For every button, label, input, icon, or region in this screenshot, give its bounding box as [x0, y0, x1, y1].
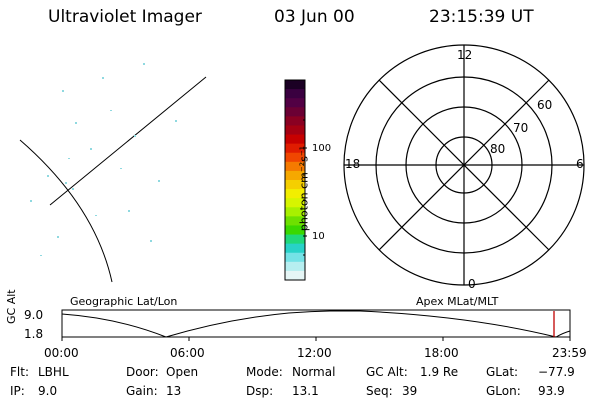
- lat-label-80: 80: [490, 142, 506, 156]
- glon-label: GLon:: [486, 384, 521, 398]
- colorbar-segment: [285, 207, 305, 217]
- geo-arc-line: [19, 139, 113, 283]
- glon-value: 93.9: [538, 384, 565, 398]
- gain-value: 13: [166, 384, 182, 398]
- polar-diagonal-2: [378, 79, 550, 251]
- geo-diagonal-line: [49, 76, 207, 206]
- colorbar-tick-10: 10: [312, 231, 325, 242]
- timeline-xtick-1800: 18:00: [424, 346, 459, 360]
- time-label: 23:15:39 UT: [429, 7, 534, 27]
- glat-label: GLat:: [486, 365, 519, 379]
- colorbar-segment: [285, 161, 305, 172]
- colorbar-segment: [285, 225, 305, 236]
- timeline-right-title: Apex MLat/MLT: [416, 295, 499, 308]
- timeline-xtick-0000: 00:00: [44, 346, 79, 360]
- gain-label: Gain:: [126, 384, 158, 398]
- timeline-xtick-2359: 23:59: [552, 346, 587, 360]
- seq-label: Seq:: [366, 384, 393, 398]
- dsp-value: 13.1: [292, 384, 319, 398]
- colorbar-segment: [285, 116, 305, 127]
- mlt-label-0: 0: [468, 277, 476, 291]
- mlt-label-12: 12: [457, 48, 473, 62]
- polar-plot: [343, 44, 585, 286]
- gc-alt-value: 1.9 Re: [420, 365, 459, 379]
- geographic-image-panel: [19, 76, 207, 283]
- colorbar-segment: [285, 252, 305, 263]
- timeline-ytick-high: 9.0: [24, 308, 44, 322]
- dsp-label: Dsp:: [246, 384, 274, 398]
- ip-label: IP:: [10, 384, 25, 398]
- timeline-ytick-low: 1.8: [24, 327, 44, 341]
- colorbar-segment: [285, 98, 305, 108]
- colorbar-frame: [284, 79, 306, 281]
- colorbar-segment: [285, 170, 305, 181]
- colorbar-segment: [285, 180, 305, 190]
- timeline-xtick-1200: 12:00: [297, 346, 332, 360]
- mode-label: Mode:: [246, 365, 283, 379]
- colorbar-unit-label: photon cm⁻²s⁻¹: [297, 145, 311, 232]
- seq-value: 39: [402, 384, 418, 398]
- lat-label-60: 60: [537, 98, 553, 112]
- colorbar-segment: [285, 270, 305, 281]
- colorbar-segment: [285, 234, 305, 245]
- timeline-plot: [61, 309, 571, 341]
- colorbar-segment: [285, 80, 305, 90]
- colorbar-segment: [285, 107, 305, 117]
- filter-value: LBHL: [38, 365, 69, 379]
- colorbar-segment: [285, 189, 305, 199]
- gc-alt-label: GC Alt:: [366, 365, 408, 379]
- colorbar-segment: [285, 143, 305, 154]
- colorbar-segment: [285, 134, 305, 145]
- colorbar-segment: [285, 152, 305, 163]
- date-label: 03 Jun 00: [274, 7, 355, 27]
- timeline-axis-label: GC Alt: [5, 289, 18, 324]
- timeline-frame: [61, 309, 571, 338]
- timeline-xtick-0600: 06:00: [170, 346, 205, 360]
- colorbar-segment: [285, 198, 305, 208]
- mlt-label-6: 6: [576, 157, 584, 171]
- mlt-label-18: 18: [345, 157, 361, 171]
- colorbar-segment: [285, 216, 305, 227]
- colorbar-segment: [285, 89, 305, 99]
- door-label: Door:: [126, 365, 159, 379]
- colorbar-segment: [285, 261, 305, 272]
- colorbar-segment: [285, 243, 305, 254]
- mode-value: Normal: [292, 365, 336, 379]
- glat-value: −77.9: [538, 365, 575, 379]
- ip-value: 9.0: [38, 384, 58, 398]
- colorbar-segment: [285, 125, 305, 136]
- altitude-curve: [61, 310, 571, 338]
- lat-label-70: 70: [513, 121, 529, 135]
- instrument-title: Ultraviolet Imager: [48, 7, 202, 27]
- noise-speckles: [30, 63, 177, 256]
- door-value: Open: [166, 365, 199, 379]
- filter-label: Flt:: [10, 365, 29, 379]
- colorbar-tick-100: 100: [312, 143, 332, 154]
- colorbar: [285, 80, 305, 281]
- timeline-left-title: Geographic Lat/Lon: [70, 295, 178, 308]
